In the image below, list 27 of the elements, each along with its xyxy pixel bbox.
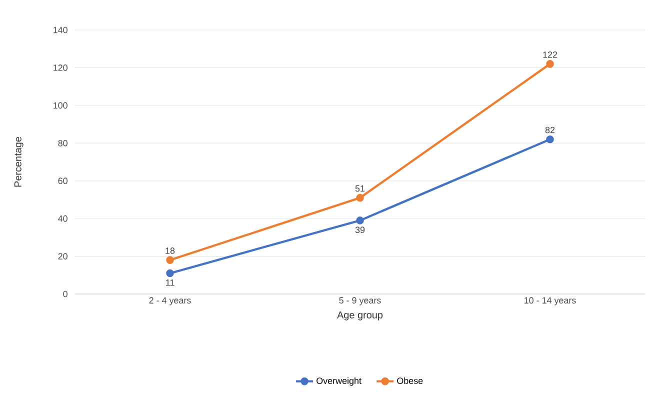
legend-label: Obese	[397, 377, 423, 384]
y-tick-label: 80	[58, 140, 68, 146]
data-label: 51	[355, 185, 365, 192]
y-tick-label: 140	[54, 26, 68, 34]
data-label: 122	[543, 51, 558, 58]
y-axis-title: Percentage	[14, 136, 24, 187]
data-label: 18	[166, 248, 175, 254]
point	[546, 135, 554, 144]
legend-label: Overweight	[316, 377, 362, 386]
y-tick-label: 20	[58, 253, 68, 260]
y-tick-label: 40	[58, 215, 68, 222]
point	[166, 256, 174, 264]
y-tick-label: 100	[54, 102, 68, 109]
x-tick-label: 2 - 4 years	[149, 297, 191, 306]
data-label: 11	[166, 279, 174, 286]
point	[356, 216, 364, 224]
x-tick-label: 5 - 9 years	[339, 297, 381, 306]
y-tick-label: 60	[58, 178, 68, 184]
data-label: 82	[545, 126, 555, 134]
x-axis-title: Age group	[337, 311, 383, 320]
y-tick-label: 120	[54, 64, 68, 71]
data-label: 39	[355, 226, 365, 234]
point	[166, 269, 174, 278]
point	[356, 194, 364, 202]
point	[546, 60, 554, 68]
x-tick-label: 10 - 14 years	[524, 297, 576, 306]
y-tick-label: 0	[63, 290, 68, 298]
